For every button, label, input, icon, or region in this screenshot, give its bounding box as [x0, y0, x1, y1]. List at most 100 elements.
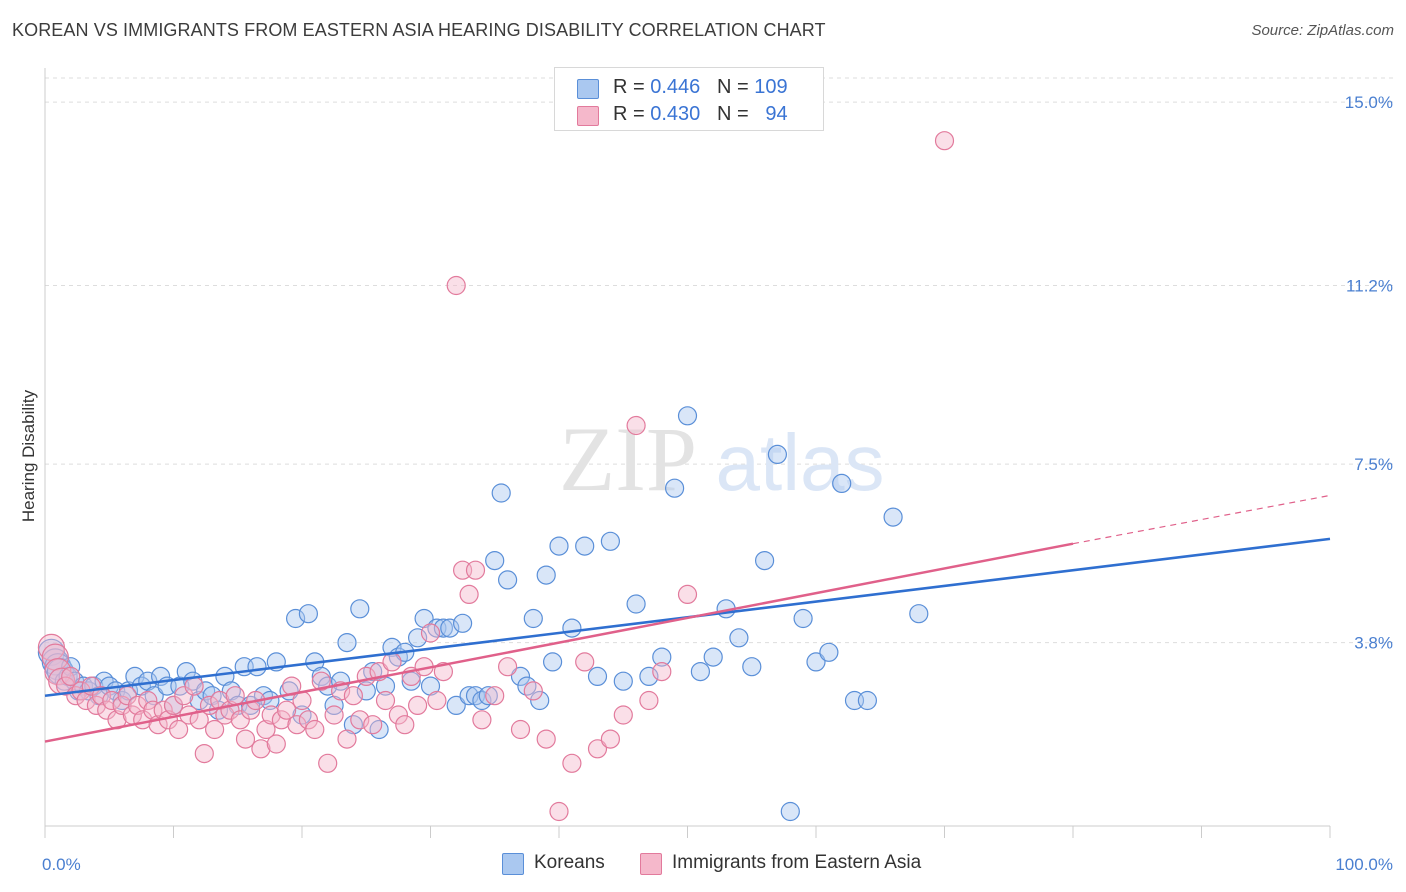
eastasia-point	[433, 661, 453, 682]
eastasia-point	[61, 666, 81, 687]
y-tick-label-0: 3.8%	[1354, 634, 1393, 653]
korean-point	[446, 695, 466, 716]
legend-r-value-koreans: 0.446	[650, 76, 701, 98]
trend-line-eastasia-extension	[1072, 494, 1331, 545]
korean-point	[491, 483, 511, 503]
eastasia-point	[523, 681, 543, 701]
legend-n-value-eastasia: 94	[765, 103, 788, 125]
legend: R = 0.446 N = 109 R = 0.430 N = 94	[554, 67, 824, 131]
legend-n-value-koreans: 109	[754, 76, 788, 98]
trend-lines	[44, 494, 1331, 743]
legend-r-value-eastasia: 0.430	[650, 103, 701, 125]
y-tick-label-3: 15.0%	[1345, 93, 1393, 112]
eastasia-point	[194, 743, 214, 764]
eastasia-point	[465, 560, 486, 580]
korean-point	[459, 686, 479, 706]
eastasia-point	[311, 671, 331, 691]
eastasia-point	[626, 415, 646, 436]
korean-point	[286, 608, 306, 629]
korean-point	[703, 647, 723, 667]
eastasia-point	[184, 676, 204, 696]
korean-point	[337, 632, 357, 653]
y-tick-label-1: 7.5%	[1354, 455, 1393, 474]
korean-point	[883, 507, 903, 527]
legend-r-label: R =	[613, 103, 645, 125]
eastasia-point	[337, 729, 357, 749]
eastasia-point	[420, 623, 441, 643]
korean-point	[742, 657, 762, 677]
korean-point	[453, 613, 473, 633]
eastasia-point	[363, 715, 383, 735]
eastasia-point	[510, 719, 531, 740]
eastasia-point	[408, 695, 428, 716]
eastasia-point	[549, 801, 569, 822]
eastasia-point	[112, 695, 132, 716]
eastasia-point	[163, 695, 184, 716]
eastasia-point	[287, 715, 307, 735]
source-label: Source: ZipAtlas.com	[1251, 22, 1394, 39]
eastasia-point	[600, 729, 621, 749]
korean-point	[542, 652, 563, 672]
korean-point	[652, 647, 672, 667]
eastasia-point	[639, 690, 659, 711]
korean-point	[780, 801, 800, 822]
korean-point	[420, 676, 441, 696]
korean-point	[793, 608, 813, 629]
bottom-legend-swatch-koreans	[502, 853, 524, 875]
korean-point	[857, 690, 878, 711]
korean-point	[626, 594, 646, 614]
eastasia-point	[652, 661, 672, 682]
eastasia-point	[324, 705, 344, 725]
watermark-atlas: atlas	[716, 418, 885, 507]
korean-point	[832, 473, 852, 493]
korean-point	[530, 690, 550, 711]
korean-point	[562, 618, 582, 638]
eastasia-point	[235, 729, 256, 749]
eastasia-point	[677, 584, 698, 605]
korean-point	[664, 478, 685, 498]
eastasia-point	[446, 275, 466, 296]
chart-title: KOREAN VS IMMIGRANTS FROM EASTERN ASIA H…	[12, 20, 826, 40]
x-tick-label-1: 100.0%	[1335, 855, 1393, 874]
eastasia-points	[37, 131, 955, 822]
korean-point	[600, 531, 621, 551]
axis-labels: 3.8% 7.5% 11.2% 15.0% 0.0% 100.0% Hearing Disa…	[19, 93, 1393, 874]
eastasia-point	[343, 686, 363, 706]
x-tick-label-0: 0.0%	[42, 855, 81, 874]
eastasia-point	[375, 690, 396, 711]
korean-point	[498, 570, 518, 590]
axes	[44, 68, 1331, 838]
eastasia-point	[472, 710, 492, 730]
eastasia-point	[102, 690, 122, 711]
korean-point	[440, 618, 460, 638]
legend-swatch-koreans	[577, 79, 599, 99]
korean-point	[613, 671, 633, 691]
korean-point	[806, 652, 826, 672]
eastasia-point	[97, 700, 117, 720]
legend-n-label: N =	[716, 76, 749, 98]
bottom-legend-label-koreans: Koreans	[534, 852, 605, 873]
korean-point	[311, 666, 331, 687]
y-tick-label-2: 11.2%	[1346, 277, 1393, 296]
y-axis-label: Hearing Disability	[19, 389, 38, 522]
eastasia-point	[587, 739, 608, 759]
bottom-legend-label-eastasia: Immigrants from Eastern Asia	[672, 852, 922, 873]
eastasia-point	[143, 700, 163, 720]
korean-point	[575, 536, 595, 556]
watermark: ZIP atlas	[559, 408, 884, 510]
korean-point	[523, 608, 543, 629]
korean-point	[587, 666, 608, 687]
eastasia-point	[305, 719, 325, 740]
eastasia-point	[459, 584, 479, 605]
eastasia-point	[256, 719, 276, 740]
watermark-zip: ZIP	[559, 408, 697, 510]
eastasia-point	[169, 719, 189, 740]
trend-line-eastasia	[44, 542, 1074, 743]
korean-point	[909, 604, 929, 624]
legend-swatch-eastasia	[577, 106, 599, 126]
eastasia-point	[277, 700, 297, 720]
korean-point	[485, 550, 505, 571]
eastasia-point	[266, 734, 286, 754]
eastasia-point	[261, 705, 281, 725]
